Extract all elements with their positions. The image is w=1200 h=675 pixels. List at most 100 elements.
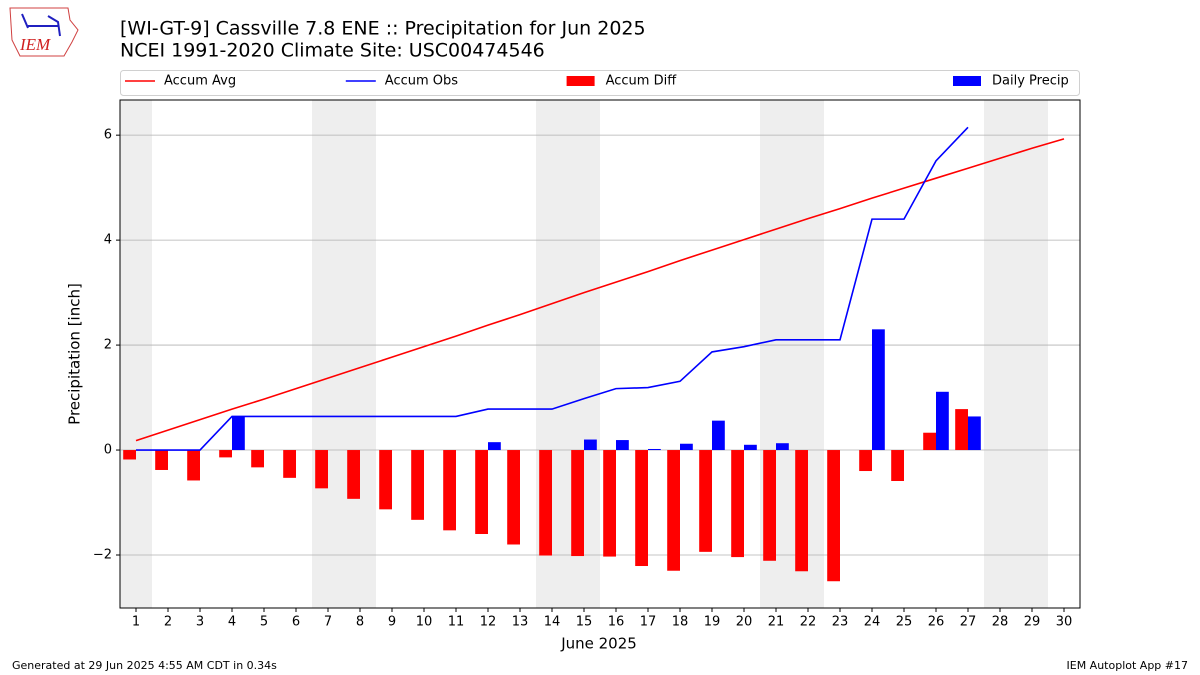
bar xyxy=(379,450,392,510)
x-tick-label: 11 xyxy=(448,615,465,630)
bar xyxy=(936,391,949,451)
footer-left: Generated at 29 Jun 2025 4:55 AM CDT in … xyxy=(12,659,277,672)
x-tick-label: 20 xyxy=(736,615,753,630)
x-tick-label: 17 xyxy=(640,615,657,630)
x-tick-label: 10 xyxy=(416,615,433,630)
bar xyxy=(571,450,584,557)
x-axis-label: June 2025 xyxy=(560,635,637,653)
bar xyxy=(603,450,616,557)
x-tick-label: 4 xyxy=(228,615,236,630)
x-tick-label: 14 xyxy=(544,615,561,630)
logo-icon xyxy=(21,13,61,37)
x-tick-label: 26 xyxy=(928,615,945,630)
legend-swatch xyxy=(953,76,981,86)
bar xyxy=(699,450,712,552)
x-tick-label: 19 xyxy=(704,615,721,630)
legend-label: Accum Obs xyxy=(385,74,458,89)
x-tick-label: 2 xyxy=(164,615,172,630)
series-line xyxy=(135,138,1065,442)
plot-area xyxy=(120,100,1080,608)
weekend-shade xyxy=(984,100,1048,608)
y-tick-label: −2 xyxy=(93,547,112,562)
x-tick-label: 9 xyxy=(388,615,396,630)
x-tick-label: 18 xyxy=(672,615,689,630)
x-tick-label: 13 xyxy=(512,615,529,630)
y-tick-label: 4 xyxy=(104,233,112,248)
y-axis-label: Precipitation [inch] xyxy=(66,283,84,425)
bar xyxy=(123,450,136,460)
bar xyxy=(155,450,168,470)
bar xyxy=(827,450,840,582)
bar xyxy=(667,450,680,571)
x-tick-label: 6 xyxy=(292,615,300,630)
bar xyxy=(712,420,725,451)
bar xyxy=(955,409,968,451)
logo-outline xyxy=(9,7,79,57)
bar xyxy=(795,450,808,572)
bar xyxy=(232,416,245,451)
bar xyxy=(187,450,200,481)
bar xyxy=(859,450,872,472)
bar xyxy=(251,450,264,468)
x-tick-label: 3 xyxy=(196,615,204,630)
x-tick-label: 23 xyxy=(832,615,849,630)
y-tick-label: 6 xyxy=(104,128,112,143)
chart-subtitle: NCEI 1991-2020 Climate Site: USC00474546 xyxy=(120,40,545,62)
y-tick-label: 0 xyxy=(104,443,112,458)
bar xyxy=(776,443,789,451)
x-tick-label: 29 xyxy=(1024,615,1041,630)
bar xyxy=(763,450,776,561)
bar xyxy=(872,329,885,451)
x-tick-label: 30 xyxy=(1056,615,1073,630)
footer-right: IEM Autoplot App #17 xyxy=(1067,659,1189,672)
bar xyxy=(315,450,328,489)
bar xyxy=(680,443,693,451)
x-tick-label: 25 xyxy=(896,615,913,630)
x-tick-label: 22 xyxy=(800,615,817,630)
bar xyxy=(488,442,501,451)
x-tick-label: 7 xyxy=(324,615,332,630)
bar xyxy=(347,450,360,499)
x-tick-label: 24 xyxy=(864,615,881,630)
x-tick-label: 28 xyxy=(992,615,1009,630)
bar xyxy=(968,416,981,451)
bar xyxy=(616,440,629,451)
bar xyxy=(923,432,936,451)
x-tick-label: 12 xyxy=(480,615,497,630)
bar xyxy=(891,450,904,481)
bar xyxy=(507,450,520,545)
weekend-shade xyxy=(312,100,376,608)
x-tick-label: 16 xyxy=(608,615,625,630)
legend-label: Daily Precip xyxy=(992,74,1069,89)
bar xyxy=(475,450,488,535)
bar xyxy=(219,450,232,458)
logo: IEM xyxy=(9,7,79,57)
bar xyxy=(411,450,424,520)
y-tick-label: 2 xyxy=(104,338,112,353)
weekend-shade xyxy=(120,100,152,608)
legend-box xyxy=(120,70,1080,96)
bar xyxy=(648,448,661,451)
plot-frame xyxy=(119,99,1081,609)
series-line xyxy=(136,126,969,451)
x-tick-label: 1 xyxy=(132,615,140,630)
x-tick-label: 27 xyxy=(960,615,977,630)
bar xyxy=(283,450,296,478)
x-tick-label: 21 xyxy=(768,615,785,630)
x-tick-label: 15 xyxy=(576,615,593,630)
x-tick-label: 5 xyxy=(260,615,268,630)
bar xyxy=(584,439,597,451)
logo-text: IEM xyxy=(19,35,51,54)
bar xyxy=(731,450,744,558)
legend-swatch xyxy=(566,76,595,86)
bar xyxy=(443,450,456,531)
legend-label: Accum Diff xyxy=(606,74,678,89)
bar xyxy=(539,450,552,556)
chart-title: [WI-GT-9] Cassville 7.8 ENE :: Precipita… xyxy=(120,18,646,40)
legend-label: Accum Avg xyxy=(164,74,236,89)
x-tick-label: 8 xyxy=(356,615,364,630)
bar xyxy=(635,450,648,567)
bar xyxy=(744,444,757,451)
